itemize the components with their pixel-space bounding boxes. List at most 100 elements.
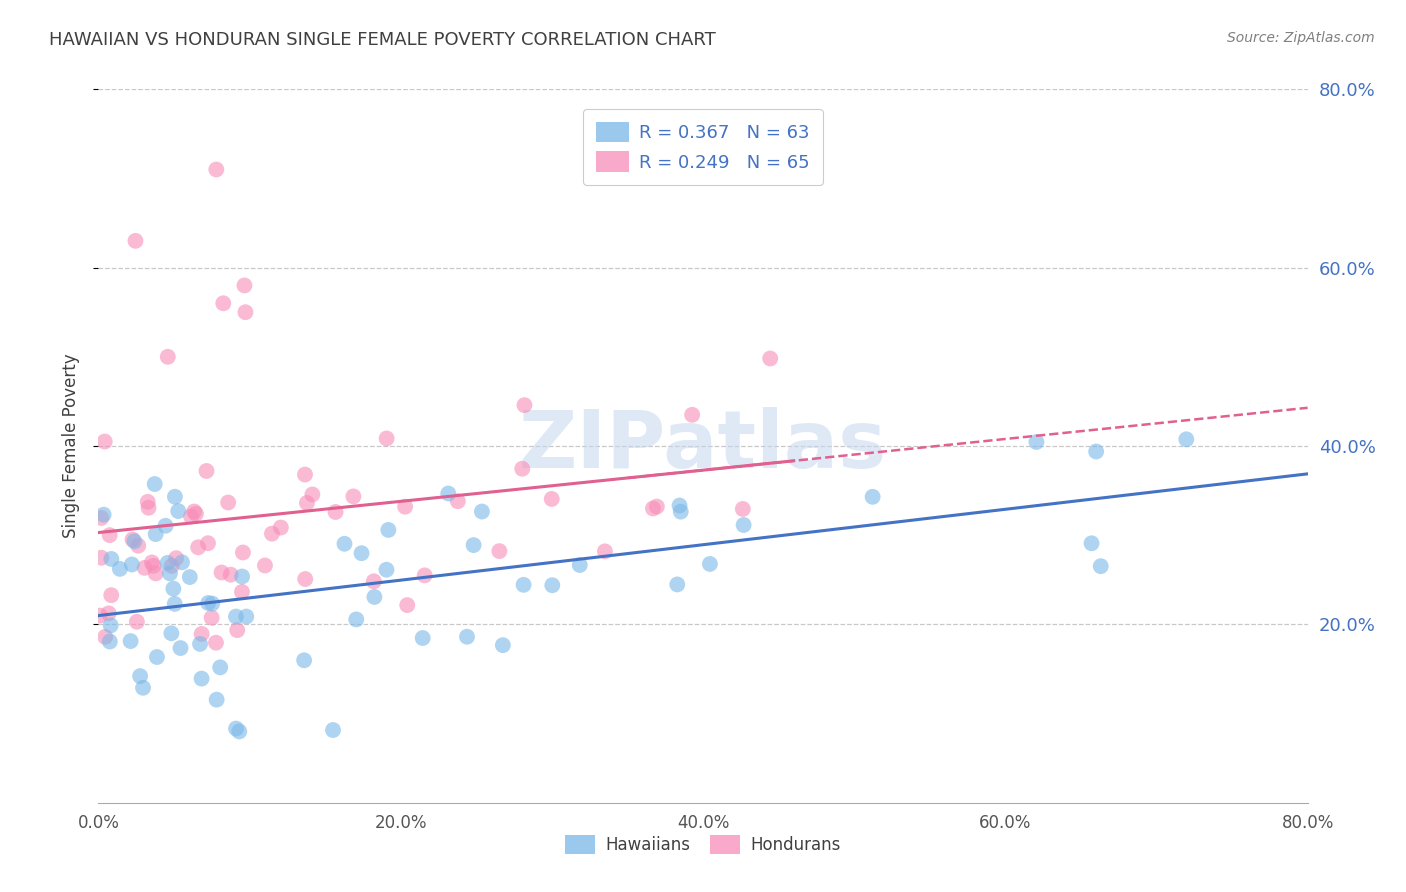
Point [540, 491, 562, 506]
Point [645, 500, 668, 514]
Point [669, 505, 692, 519]
Point [350, 546, 373, 560]
Point [155, 518, 177, 533]
Point [226, 623, 249, 637]
Point [301, 487, 323, 501]
Point [232, 545, 254, 559]
Legend: Hawaiians, Hondurans: Hawaiians, Hondurans [557, 826, 849, 863]
Point [132, 681, 155, 695]
Point [375, 563, 398, 577]
Point [190, 672, 212, 686]
Point [211, 566, 233, 580]
Point [138, 500, 160, 515]
Point [159, 566, 181, 581]
Point [295, 496, 318, 510]
Point [93, 434, 115, 449]
Text: ZIPatlas: ZIPatlas [519, 407, 887, 485]
Point [143, 477, 166, 491]
Point [201, 611, 224, 625]
Point [212, 296, 235, 310]
Point [180, 509, 202, 524]
Point [294, 572, 316, 586]
Point [342, 490, 364, 504]
Point [510, 461, 533, 475]
Point [156, 556, 179, 570]
Point [394, 500, 416, 514]
Point [125, 615, 148, 629]
Point [190, 627, 212, 641]
Point [120, 634, 142, 648]
Point [162, 582, 184, 596]
Point [325, 505, 347, 519]
Point [98, 528, 121, 542]
Point [396, 598, 419, 612]
Point [413, 568, 436, 582]
Point [169, 641, 191, 656]
Point [231, 585, 253, 599]
Point [90, 550, 112, 565]
Point [121, 558, 143, 572]
Point [163, 597, 186, 611]
Point [93, 508, 115, 522]
Point [447, 494, 470, 508]
Point [183, 504, 205, 518]
Point [219, 567, 242, 582]
Point [456, 630, 478, 644]
Point [541, 578, 564, 592]
Point [179, 570, 201, 584]
Point [492, 638, 515, 652]
Point [134, 561, 156, 575]
Point [1175, 433, 1198, 447]
Point [437, 486, 460, 500]
Point [145, 527, 167, 541]
Point [593, 544, 616, 558]
Point [100, 552, 122, 566]
Point [253, 558, 276, 573]
Point [225, 609, 247, 624]
Point [235, 305, 257, 319]
Point [294, 467, 316, 482]
Point [121, 533, 143, 547]
Point [188, 637, 211, 651]
Point [412, 631, 434, 645]
Point [681, 408, 703, 422]
Point [141, 556, 163, 570]
Point [463, 538, 485, 552]
Point [129, 669, 152, 683]
Point [1025, 435, 1047, 450]
Point [98, 634, 121, 648]
Point [488, 544, 510, 558]
Point [231, 569, 253, 583]
Point [197, 536, 219, 550]
Point [1085, 444, 1108, 458]
Point [363, 574, 385, 589]
Point [270, 520, 292, 534]
Point [163, 490, 186, 504]
Point [862, 490, 884, 504]
Point [260, 526, 283, 541]
Point [205, 162, 228, 177]
Point [94, 630, 117, 644]
Point [146, 650, 169, 665]
Text: Source: ZipAtlas.com: Source: ZipAtlas.com [1227, 31, 1375, 45]
Point [136, 495, 159, 509]
Point [165, 551, 187, 566]
Point [160, 558, 183, 573]
Point [375, 432, 398, 446]
Text: HAWAIIAN VS HONDURAN SINGLE FEMALE POVERTY CORRELATION CHART: HAWAIIAN VS HONDURAN SINGLE FEMALE POVER… [49, 31, 716, 49]
Point [333, 537, 356, 551]
Point [201, 597, 224, 611]
Point [142, 558, 165, 573]
Point [145, 566, 167, 581]
Point [513, 398, 536, 412]
Point [233, 278, 256, 293]
Point [666, 577, 689, 591]
Point [733, 518, 755, 533]
Point [124, 534, 146, 549]
Point [225, 722, 247, 736]
Point [235, 609, 257, 624]
Point [471, 504, 494, 518]
Point [668, 499, 690, 513]
Point [170, 555, 193, 569]
Point [699, 557, 721, 571]
